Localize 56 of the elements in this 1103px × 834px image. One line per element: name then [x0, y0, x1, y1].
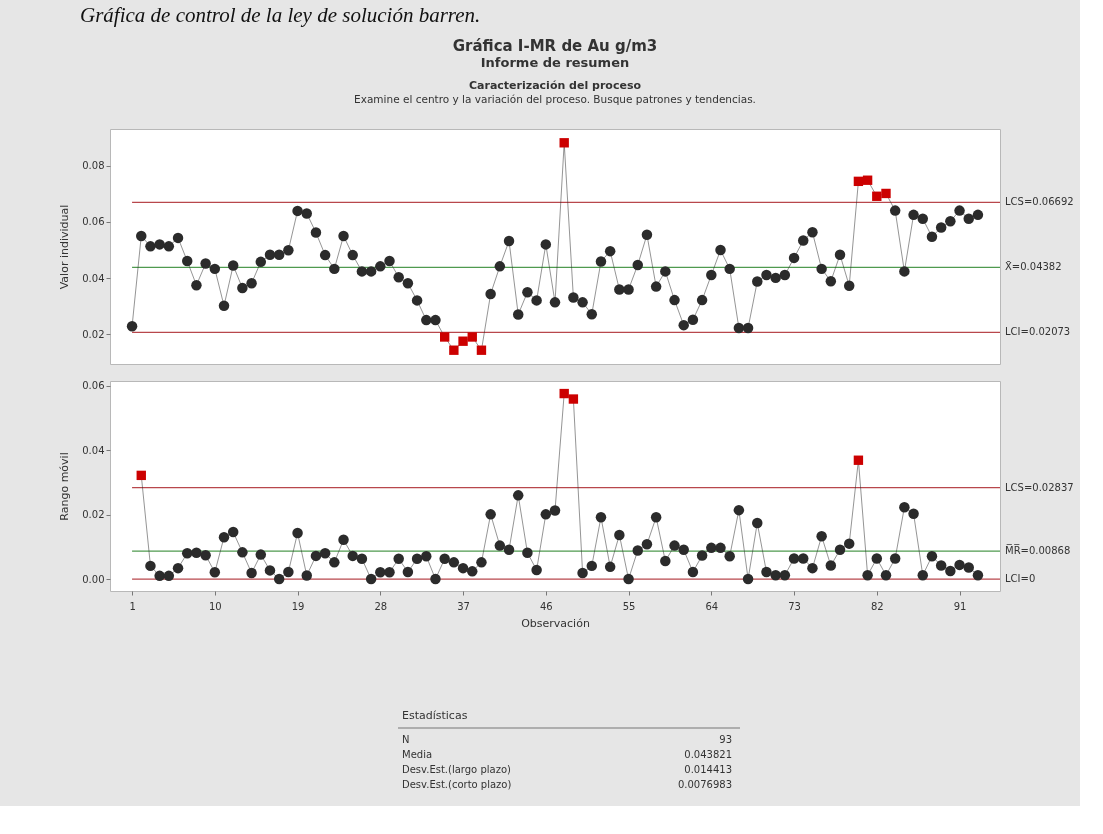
text: Gráfica de control de la ley de solución barren. [80, 3, 481, 27]
point [853, 176, 864, 187]
x-axis-title: Observación [521, 616, 590, 630]
x-tick-label: 37 [457, 600, 470, 612]
data-label: 93 [719, 734, 732, 745]
y-tick-label: 0.06 [82, 216, 105, 228]
text: Caracterización del proceso [469, 79, 642, 92]
point [439, 332, 450, 342]
text: Estadísticas [402, 709, 468, 722]
x-tick-label: 91 [953, 600, 967, 612]
y-axis-title: Rango móvil [58, 452, 72, 521]
y-tick-label: 0.00 [82, 573, 105, 585]
y-tick-label: 0.04 [82, 444, 105, 456]
x-tick-label: 46 [539, 600, 553, 612]
x-tick-label: 1 [129, 600, 136, 612]
point [559, 138, 569, 148]
chart-title: Gráfica I-MR de Au g/m3 [452, 37, 658, 55]
y-tick-label: 0.04 [82, 272, 105, 284]
y-tick-label: 0.08 [82, 160, 105, 172]
category-label: Desv.Est.(corto plazo) [402, 779, 512, 790]
point [853, 455, 864, 465]
data-label: 0.043821 [684, 749, 732, 760]
point [458, 336, 468, 346]
data-label: 0.014413 [684, 764, 732, 775]
point [476, 345, 487, 355]
x-tick-label: 82 [870, 600, 884, 612]
point [136, 470, 146, 481]
text: Examine el centro y la variación del proceso. Busque patrones y tendencias. [354, 93, 756, 105]
x-tick-label: 55 [622, 600, 636, 612]
category-label: Media [402, 749, 433, 760]
point [559, 388, 569, 399]
x-tick-label: 73 [788, 600, 801, 612]
ref-line-label: LCS=0.02837 [1005, 481, 1074, 493]
point [568, 394, 579, 404]
point [449, 345, 459, 355]
data-label: 0.0076983 [677, 779, 732, 790]
category-label: N [402, 734, 410, 745]
y-tick-label: 0.02 [82, 509, 105, 521]
x-tick-label: 64 [705, 600, 719, 612]
ref-line-label: M̅R̅=0.00868 [1005, 544, 1071, 557]
ref-line-label: X̄=0.04382 [1005, 260, 1062, 273]
x-tick-label: 10 [208, 600, 222, 612]
y-tick-label: 0.02 [82, 328, 105, 340]
point [881, 188, 891, 199]
ref-line-label: LCS=0.06692 [1005, 196, 1074, 208]
y-axis-title: Valor individual [58, 204, 72, 290]
x-tick-label: 28 [374, 600, 388, 612]
category-label: Desv.Est.(largo plazo) [402, 764, 512, 775]
chart-subtitle: Informe de resumen [480, 55, 630, 70]
point [467, 332, 477, 342]
x-tick-label: 19 [291, 600, 305, 612]
y-tick-label: 0.06 [82, 380, 105, 392]
ref-line-label: LCI=0.02073 [1005, 326, 1071, 338]
point [872, 191, 882, 201]
point [862, 175, 873, 185]
ref-line-label: LCI=0 [1005, 573, 1036, 585]
